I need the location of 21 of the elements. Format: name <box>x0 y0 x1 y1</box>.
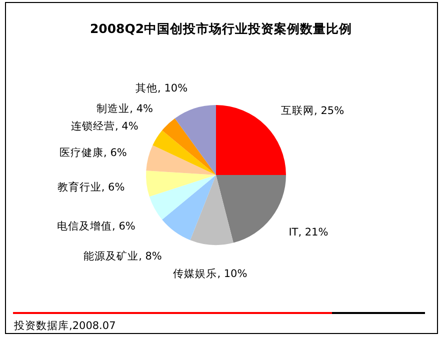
text: 投资数据库,2008.07 <box>13 319 116 332</box>
pie-slice <box>174 105 216 175</box>
pie-slice <box>190 175 234 245</box>
slice-label: 制造业, 4% <box>96 102 154 115</box>
pie-slice <box>162 175 216 240</box>
slice-label: 连锁经营, 4% <box>70 120 138 133</box>
pie-slice <box>146 145 216 175</box>
chart-title: 2008Q2中国创投市场行业投资案例数量比例 <box>90 21 352 36</box>
pie-slice <box>162 118 216 175</box>
slice-label: 医疗健康, 6% <box>60 146 127 160</box>
slice-label: 教育行业, 6% <box>57 180 125 194</box>
slice-label: 传媒娱乐, 10% <box>173 266 248 280</box>
pie-slice <box>152 130 216 175</box>
pie-slice <box>149 175 216 220</box>
slice-label: IT, 21% <box>288 226 328 238</box>
slice-label: 互联网, 25% <box>281 104 344 117</box>
pie-slice <box>146 170 216 197</box>
pie-slice <box>216 175 286 243</box>
slice-label: 电信及增值, 6% <box>57 219 136 232</box>
slice-label: 能源及矿业, 8% <box>84 249 162 262</box>
slice-label: 其他, 10% <box>136 82 188 95</box>
